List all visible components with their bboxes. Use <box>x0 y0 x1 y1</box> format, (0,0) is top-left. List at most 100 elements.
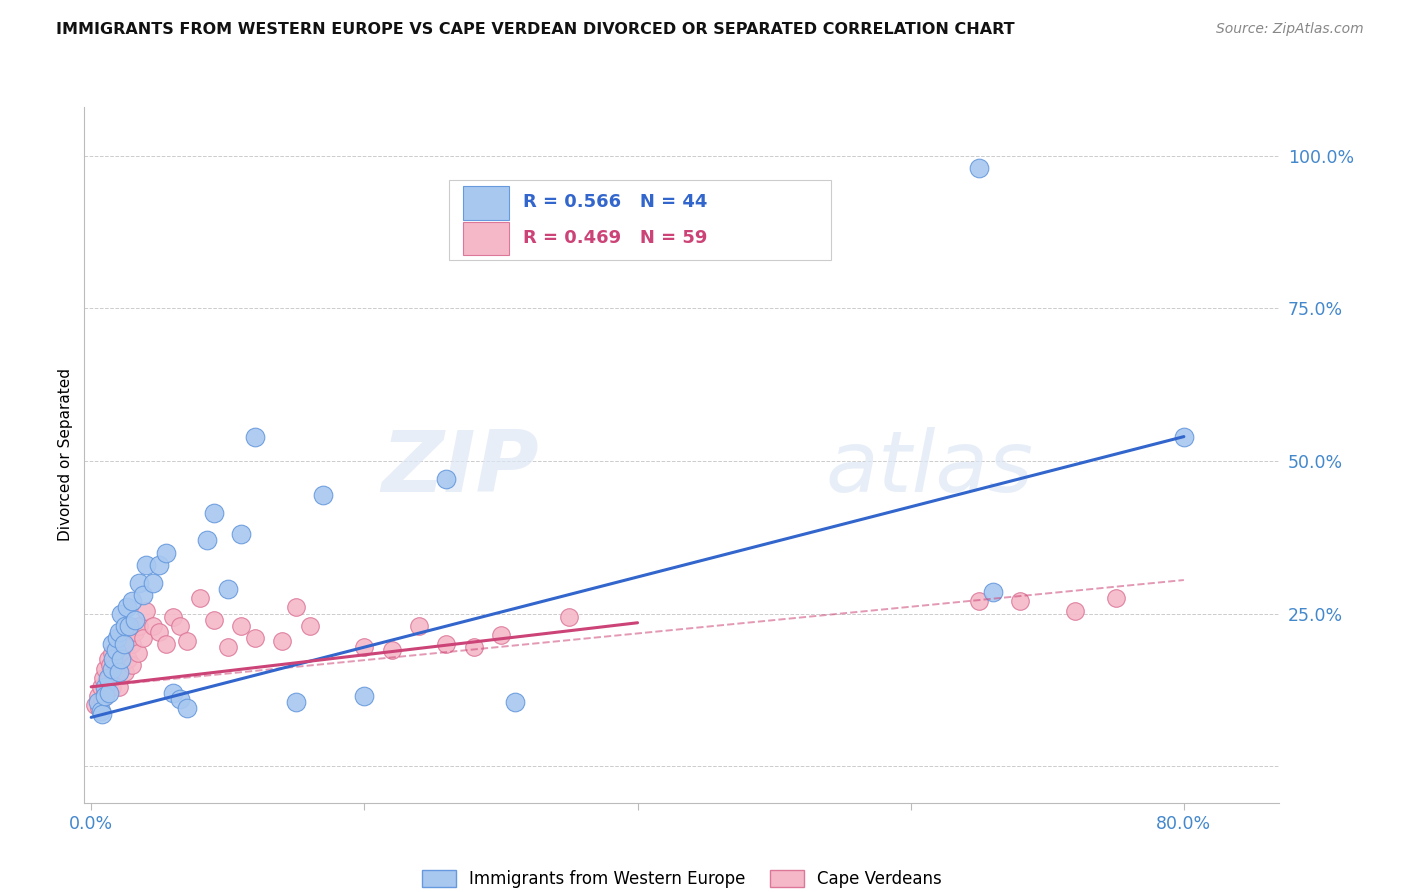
Point <box>94 689 117 703</box>
Point <box>91 692 114 706</box>
Point <box>115 600 138 615</box>
Point <box>142 619 165 633</box>
Point <box>94 661 117 675</box>
Point <box>100 680 122 694</box>
Point <box>112 637 135 651</box>
Point <box>312 487 335 501</box>
Point <box>135 558 157 572</box>
Bar <box>463 186 509 219</box>
Point <box>176 701 198 715</box>
Point <box>142 576 165 591</box>
Point <box>353 640 375 655</box>
Point <box>981 585 1004 599</box>
Point <box>285 600 308 615</box>
Point <box>128 619 150 633</box>
Point <box>463 640 485 655</box>
Point <box>148 558 170 572</box>
Point <box>190 591 212 606</box>
Text: atlas: atlas <box>825 427 1033 510</box>
Point <box>104 665 127 679</box>
Point <box>202 613 225 627</box>
Point <box>155 637 177 651</box>
Point <box>90 680 112 694</box>
Point <box>98 658 121 673</box>
Point <box>84 698 107 713</box>
Point <box>107 624 129 639</box>
Point <box>353 689 375 703</box>
Point <box>97 682 120 697</box>
Point <box>162 686 184 700</box>
Text: Source: ZipAtlas.com: Source: ZipAtlas.com <box>1216 22 1364 37</box>
Point <box>118 631 141 645</box>
Point <box>103 656 125 670</box>
Point <box>967 594 990 608</box>
Point <box>128 576 150 591</box>
Point <box>176 634 198 648</box>
Point <box>298 619 321 633</box>
Y-axis label: Divorced or Separated: Divorced or Separated <box>58 368 73 541</box>
Point <box>408 619 430 633</box>
Point <box>89 701 111 715</box>
Point <box>1173 429 1195 443</box>
Point <box>135 603 157 617</box>
Text: R = 0.566   N = 44: R = 0.566 N = 44 <box>523 194 707 211</box>
Point <box>155 545 177 559</box>
Point <box>121 594 143 608</box>
Point <box>434 472 457 486</box>
Point <box>110 652 132 666</box>
Point <box>110 649 132 664</box>
Point <box>217 582 239 597</box>
Text: R = 0.469   N = 59: R = 0.469 N = 59 <box>523 229 707 247</box>
Point <box>381 643 404 657</box>
Point <box>132 588 155 602</box>
Point <box>100 661 122 675</box>
Point <box>121 658 143 673</box>
Point <box>1008 594 1031 608</box>
Point <box>285 695 308 709</box>
Point <box>97 671 120 685</box>
Point <box>489 628 512 642</box>
Point <box>117 652 139 666</box>
Point <box>94 680 117 694</box>
Legend: Immigrants from Western Europe, Cape Verdeans: Immigrants from Western Europe, Cape Ver… <box>416 863 948 892</box>
Point <box>124 624 146 639</box>
Point <box>111 637 134 651</box>
Point <box>243 429 266 443</box>
Point <box>114 643 136 657</box>
Point <box>169 692 191 706</box>
Point <box>202 506 225 520</box>
Point <box>148 624 170 639</box>
Point <box>105 631 128 645</box>
Point <box>217 640 239 655</box>
Point <box>124 613 146 627</box>
Point <box>195 533 218 548</box>
Point <box>1104 591 1126 606</box>
Point <box>97 671 120 685</box>
Point <box>108 661 131 675</box>
Point <box>127 646 149 660</box>
Point <box>91 707 114 722</box>
Point <box>121 637 143 651</box>
Point <box>94 686 117 700</box>
Point <box>87 695 110 709</box>
Point <box>162 609 184 624</box>
Point <box>104 643 127 657</box>
Point <box>97 652 120 666</box>
Point <box>105 646 128 660</box>
Point <box>101 667 124 681</box>
Text: IMMIGRANTS FROM WESTERN EUROPE VS CAPE VERDEAN DIVORCED OR SEPARATED CORRELATION: IMMIGRANTS FROM WESTERN EUROPE VS CAPE V… <box>56 22 1015 37</box>
Point <box>107 665 129 679</box>
Point <box>110 607 132 621</box>
Point <box>100 637 122 651</box>
Point <box>231 527 253 541</box>
Point <box>107 652 129 666</box>
Point <box>107 680 129 694</box>
Point <box>169 619 191 633</box>
Bar <box>463 222 509 255</box>
Point <box>132 631 155 645</box>
Point <box>231 619 253 633</box>
Point <box>93 671 115 685</box>
Point <box>114 619 136 633</box>
Text: ZIP: ZIP <box>381 427 538 510</box>
Point <box>97 686 120 700</box>
